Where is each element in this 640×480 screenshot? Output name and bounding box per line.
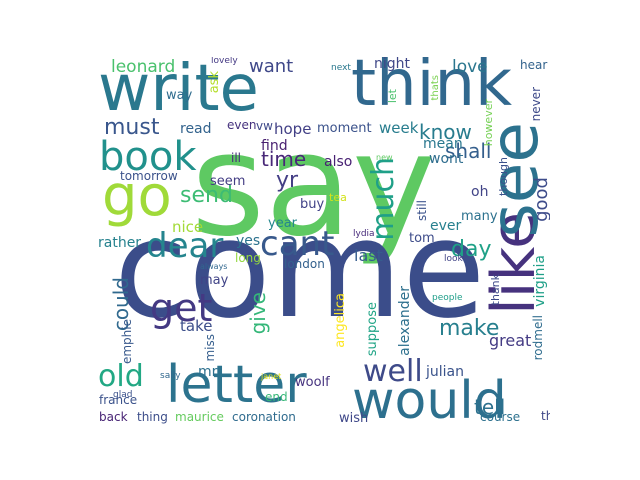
word-look: look: [444, 254, 463, 264]
word-way: way: [166, 88, 193, 103]
word-tomorrow: tomorrow: [120, 169, 178, 183]
word-though: though: [497, 157, 510, 196]
word-cant: cant: [260, 224, 335, 264]
word-letter: letter: [166, 355, 307, 415]
word-read: read: [180, 121, 212, 137]
word-good: good: [531, 177, 550, 222]
word-vw: vw: [256, 119, 273, 133]
word-woolf: woolf: [295, 375, 330, 390]
word-miss: miss: [203, 334, 217, 362]
word-still: still: [415, 200, 429, 221]
word-london: london: [284, 257, 325, 271]
word-mr: mr: [198, 364, 218, 380]
word-sally: sally: [160, 371, 181, 381]
word-next: next: [331, 63, 351, 73]
word-thank: thank: [489, 274, 502, 306]
word-take: take: [180, 317, 213, 335]
word-moment: moment: [317, 121, 372, 136]
word-maurice: maurice: [175, 410, 224, 424]
word-hear: hear: [520, 58, 548, 72]
word-book: book: [99, 134, 197, 180]
word-know: know: [419, 120, 472, 144]
word-thing: thing: [137, 410, 168, 424]
word-rodmell: rodmell: [531, 315, 545, 361]
word-yr: yr: [276, 168, 299, 193]
word-th: th: [541, 409, 550, 423]
word-dear: dear: [146, 226, 224, 266]
word-say: say: [191, 103, 437, 268]
word-buy: buy: [300, 197, 325, 212]
word-must: must: [104, 115, 160, 140]
word-back: back: [99, 410, 128, 424]
word-leonard: leonard: [111, 57, 176, 77]
word-think: think: [351, 57, 513, 121]
word-janet: janet: [261, 372, 282, 381]
word-hope: hope: [274, 120, 312, 138]
word-ill: ill: [231, 151, 242, 165]
word-old: old: [98, 359, 144, 394]
word-emphie: emphie: [120, 319, 134, 365]
word-rather: rather: [98, 235, 142, 251]
word-lovely: lovely: [211, 57, 238, 66]
word-virginia: virginia: [532, 255, 548, 307]
word-send: send: [180, 183, 233, 208]
word-thats: thats: [430, 75, 441, 101]
word-write: write: [98, 57, 259, 126]
word-week: week: [379, 119, 419, 137]
word-find: find: [261, 138, 288, 154]
word-glad: glad: [113, 390, 133, 400]
word-alexander: alexander: [397, 286, 413, 356]
word-wont: wont: [429, 151, 464, 167]
word-france: france: [99, 393, 138, 407]
word-give: give: [246, 292, 270, 335]
word-come: come: [114, 191, 486, 348]
word-many: many: [461, 209, 498, 224]
word-coronation: coronation: [232, 410, 296, 424]
word-always: always: [200, 262, 228, 271]
word-suppose: suppose: [365, 302, 380, 357]
word-angelica: angelica: [333, 293, 348, 348]
word-tea: tea: [329, 191, 347, 204]
word-last: last: [354, 246, 383, 265]
word-shall: shall: [445, 139, 492, 163]
word-julian: julian: [426, 364, 464, 380]
word-cloud: say come write think like see letter would go boo…: [96, 57, 550, 430]
word-new: new: [376, 153, 393, 162]
word-wish: wish: [339, 411, 369, 426]
word-seem: seem: [210, 174, 246, 189]
word-ask: ask: [207, 71, 222, 94]
word-tom: tom: [409, 231, 435, 246]
word-may: may: [200, 273, 229, 288]
word-nice: nice: [172, 218, 204, 236]
word-well: well: [363, 354, 423, 389]
word-time: time: [261, 147, 307, 171]
word-lydia: lydia: [353, 229, 375, 239]
word-love: love: [452, 57, 488, 77]
word-go: go: [102, 164, 172, 229]
word-end: end: [265, 390, 288, 404]
word-day: day: [451, 237, 492, 262]
word-yes: yes: [236, 233, 261, 249]
word-never: never: [529, 87, 543, 122]
word-tell: tell: [474, 395, 506, 419]
word-even: even: [227, 118, 257, 132]
word-people: people: [432, 293, 463, 303]
word-also: also: [324, 154, 353, 170]
word-would: would: [352, 371, 507, 430]
word-long: long: [235, 251, 261, 265]
word-night: night: [374, 57, 411, 72]
word-want: want: [249, 57, 294, 77]
word-get: get: [150, 286, 213, 330]
word-year: year: [268, 216, 298, 231]
word-ever: ever: [430, 218, 462, 234]
word-however: however: [482, 99, 495, 147]
word-oh: oh: [471, 184, 489, 200]
word-make: make: [439, 316, 500, 341]
word-let: let: [386, 89, 399, 104]
word-course: course: [480, 410, 521, 424]
word-great: great: [489, 331, 532, 350]
word-mean: mean: [423, 136, 463, 152]
